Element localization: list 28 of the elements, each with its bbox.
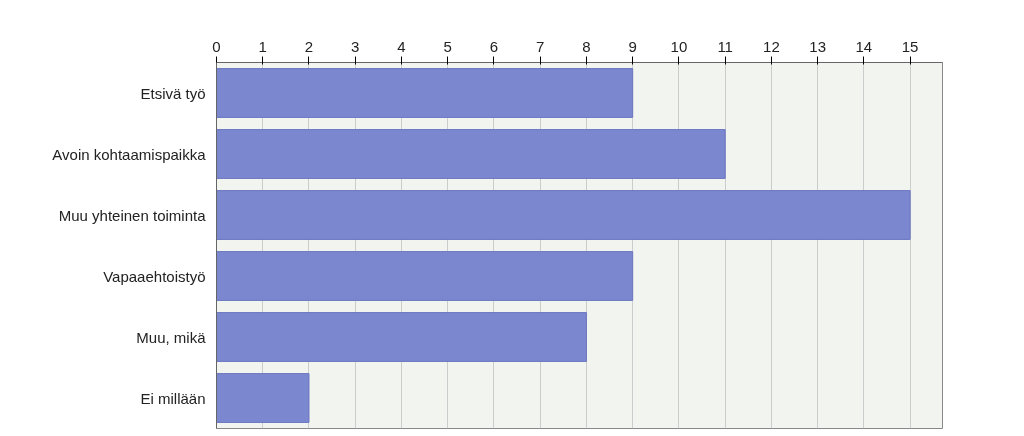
y-tick-label: Etsivä työ [140, 84, 206, 102]
y-tick-label: Avoin kohtaamispaikka [52, 145, 207, 163]
bar [216, 129, 726, 179]
bar [216, 373, 310, 423]
x-tick-label: 5 [443, 37, 452, 55]
bar [216, 251, 634, 301]
y-tick-label: Ei millään [140, 389, 206, 407]
x-tick-label: 4 [397, 37, 406, 55]
x-tick-label: 13 [809, 37, 826, 55]
x-tick-label: 6 [489, 37, 499, 55]
x-tick-label: 2 [304, 37, 314, 55]
x-tick-label: 14 [855, 37, 873, 55]
y-tick-label: Muu yhteinen toiminta [58, 206, 207, 224]
x-tick-label: 9 [628, 37, 637, 55]
bar [216, 312, 587, 362]
y-tick-label: Muu, mikä [136, 328, 207, 346]
bar [216, 68, 634, 118]
x-tick-label: 11 [717, 37, 733, 55]
x-tick-label: 7 [536, 37, 545, 55]
x-tick-label: 15 [901, 37, 919, 55]
x-tick-label: 0 [212, 37, 221, 55]
x-tick-label: 8 [582, 37, 591, 55]
y-tick-label: Vapaaehtoistyö [103, 267, 206, 285]
x-tick-label: 1 [258, 37, 267, 55]
x-tick-label: 12 [763, 37, 780, 55]
x-tick-label: 3 [351, 37, 360, 55]
x-tick-label: 10 [670, 37, 688, 55]
bar [216, 190, 911, 240]
